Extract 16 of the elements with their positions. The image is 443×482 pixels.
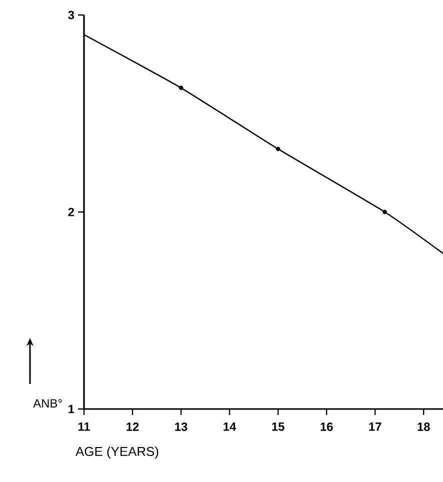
x-tick-label: 15 xyxy=(272,422,284,431)
point xyxy=(178,86,184,90)
x-tick-label: 14 xyxy=(224,422,236,431)
x-tick-label: 11 xyxy=(78,422,90,431)
x-tick-label: 12 xyxy=(126,422,139,431)
x-axis-title: AGE (YEARS) xyxy=(76,446,158,459)
x-tick-label: 17 xyxy=(369,422,382,431)
y-tick-label: 3 xyxy=(68,10,74,20)
y-axis-title: ANB° xyxy=(33,399,62,408)
y-tick-label: 2 xyxy=(68,208,74,216)
x-tick-label: 13 xyxy=(175,422,188,432)
x-tick-label: 18 xyxy=(418,422,430,431)
point xyxy=(382,210,387,214)
x-tick-label: 16 xyxy=(320,422,333,431)
point xyxy=(276,146,280,152)
y-tick-label: 1 xyxy=(68,404,74,414)
